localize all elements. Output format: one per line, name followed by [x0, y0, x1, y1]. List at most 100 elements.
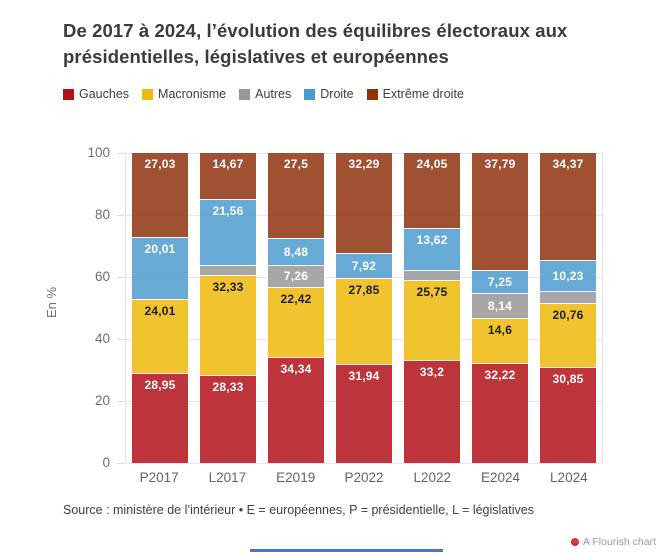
y-tick-label: 80: [94, 207, 110, 222]
bar-segment-extr-me-droite[interactable]: 37,79: [472, 153, 528, 271]
bar-segment-gauches[interactable]: 31,94: [336, 364, 392, 463]
bar-segment-gauches[interactable]: 28,33: [200, 375, 256, 463]
bar-column-e2024: 37,79 7,25 8,14 14,6 32,22: [466, 153, 534, 463]
legend-item-autres[interactable]: Autres: [239, 87, 291, 101]
bar-value-label: 34,34: [280, 361, 312, 376]
bar-segment-macronisme[interactable]: 27,85: [336, 277, 392, 364]
y-axis-label: En %: [44, 286, 60, 319]
bar-stack: 37,79 7,25 8,14 14,6 32,22: [472, 153, 528, 463]
y-tick-label: 60: [94, 269, 110, 284]
bar-columns: 27,03 20,01 24,01 28,95 14,67 21,56 32,33 28,33…: [126, 153, 602, 463]
bar-value-label: 8,48: [283, 244, 309, 259]
bar-value-label: 32,33: [212, 279, 244, 294]
bar-segment-macronisme[interactable]: 25,75: [404, 280, 460, 361]
bar-value-label: 24,01: [144, 303, 176, 318]
bar-segment-autres[interactable]: [200, 265, 256, 275]
bar-value-label: 34,37: [552, 157, 584, 172]
bar-segment-extr-me-droite[interactable]: 34,37: [540, 153, 596, 260]
legend-label: Macronisme: [158, 87, 227, 101]
bar-segment-autres[interactable]: [404, 269, 460, 281]
legend-item-droite[interactable]: Droite: [304, 87, 354, 101]
bar-segment-droite[interactable]: 13,62: [404, 227, 460, 270]
bar-segment-extr-me-droite[interactable]: 24,05: [404, 153, 460, 228]
bar-segment-gauches[interactable]: 32,22: [472, 363, 528, 463]
bar-value-label: 28,95: [144, 378, 176, 393]
bar-segment-droite[interactable]: 20,01: [132, 236, 188, 299]
x-tick-label-l2024: L2024: [550, 470, 588, 485]
bar-segment-droite[interactable]: 7,25: [472, 270, 528, 293]
bar-value-label: 31,94: [348, 369, 380, 383]
x-tick-label-e2019: E2019: [276, 470, 316, 485]
bar-segment-macronisme[interactable]: 24,01: [132, 298, 188, 374]
bar-value-label: 27,85: [348, 282, 380, 297]
bar-segment-gauches[interactable]: 34,34: [268, 356, 324, 463]
gridline: [126, 463, 602, 464]
bar-column-l2017: 14,67 21,56 32,33 28,33: [194, 153, 262, 463]
bar-value-label: 10,23: [552, 268, 584, 283]
plot-area: 27,03 20,01 24,01 28,95 14,67 21,56 32,33 28,33…: [125, 153, 603, 464]
y-tick-mark: [117, 153, 124, 154]
bar-segment-gauches[interactable]: 33,2: [404, 360, 460, 463]
bar-segment-droite[interactable]: 10,23: [540, 259, 596, 292]
x-tick-label-l2017: L2017: [208, 470, 247, 485]
legend-item-gauches[interactable]: Gauches: [63, 87, 129, 101]
y-tick-mark: [117, 463, 124, 464]
bar-segment-gauches[interactable]: 28,95: [132, 373, 188, 463]
y-tick-mark: [117, 339, 124, 340]
bar-value-label: 30,85: [552, 372, 584, 387]
legend-label: Gauches: [79, 87, 130, 101]
bar-value-label: 25,75: [416, 285, 448, 300]
bar-segment-droite[interactable]: 21,56: [200, 198, 256, 266]
legend-item-extr-me-droite[interactable]: Extrême droite: [366, 87, 464, 101]
bar-segment-macronisme[interactable]: 20,76: [540, 303, 596, 368]
bar-value-label: 8,14: [487, 298, 513, 313]
bar-value-label: 22,42: [280, 292, 312, 307]
bar-value-label: 20,76: [552, 308, 584, 323]
x-tick-label-e2024: E2024: [481, 470, 521, 485]
flourish-attribution[interactable]: A Flourish chart: [571, 536, 656, 548]
bar-segment-extr-me-droite[interactable]: 27,03: [132, 153, 188, 237]
x-tick-label-p2022: P2022: [344, 470, 384, 485]
bar-segment-droite[interactable]: 8,48: [268, 238, 324, 265]
legend-label: Autres: [255, 87, 292, 101]
bar-value-label: 21,56: [212, 203, 244, 218]
bar-column-l2022: 24,05 13,62 25,75 33,2: [398, 153, 466, 463]
bar-segment-autres[interactable]: 8,14: [472, 292, 528, 318]
legend-item-macronisme[interactable]: Macronisme: [142, 87, 226, 101]
bar-segment-autres[interactable]: [540, 291, 596, 304]
bar-segment-macronisme[interactable]: 22,42: [268, 287, 324, 357]
bar-value-label: 27,03: [144, 157, 176, 172]
bar-stack: 27,03 20,01 24,01 28,95: [132, 153, 188, 463]
bar-segment-macronisme[interactable]: 14,6: [472, 317, 528, 364]
bar-segment-droite[interactable]: 7,92: [336, 253, 392, 278]
legend-label: Droite: [320, 87, 354, 101]
bar-value-label: 13,62: [416, 232, 448, 247]
x-tick-label-l2022: L2022: [413, 470, 452, 485]
bar-segment-extr-me-droite[interactable]: 32,29: [336, 153, 392, 254]
bar-segment-macronisme[interactable]: 32,33: [200, 274, 256, 376]
clipped-blue-button-top[interactable]: [250, 549, 443, 552]
bar-segment-extr-me-droite[interactable]: 14,67: [200, 153, 256, 199]
legend-swatch-icon: [142, 88, 154, 100]
bar-value-label: 7,92: [351, 258, 377, 273]
legend-swatch-icon: [239, 88, 251, 100]
legend-label: Extrême droite: [382, 87, 464, 101]
legend-swatch-icon: [304, 88, 316, 100]
bar-stack: 27,5 8,48 7,26 22,42 34,34: [268, 153, 324, 463]
legend: Gauches Macronisme Autres Droite Extrême dro…: [63, 87, 464, 101]
legend-swatch-icon: [63, 88, 74, 100]
y-tick-label: 40: [94, 331, 110, 346]
y-tick-label: 20: [94, 393, 110, 408]
bar-stack: 34,37 10,23 20,76 30,85: [540, 153, 596, 463]
bar-segment-gauches[interactable]: 30,85: [540, 367, 596, 463]
bar-stack: 32,29 7,92 27,85 31,94: [336, 153, 392, 463]
y-tick-mark: [117, 277, 124, 278]
bar-value-label: 32,29: [348, 157, 380, 172]
bar-segment-extr-me-droite[interactable]: 27,5: [268, 153, 324, 239]
bar-column-e2019: 27,5 8,48 7,26 22,42 34,34: [262, 153, 330, 463]
bar-segment-autres[interactable]: 7,26: [268, 264, 324, 288]
x-axis: P2017 L2017 E2019 P2022 L2022 E2024 L2024: [125, 470, 603, 485]
bar-value-label: 14,6: [487, 322, 513, 337]
x-tick-label-p2017: P2017: [139, 470, 179, 485]
